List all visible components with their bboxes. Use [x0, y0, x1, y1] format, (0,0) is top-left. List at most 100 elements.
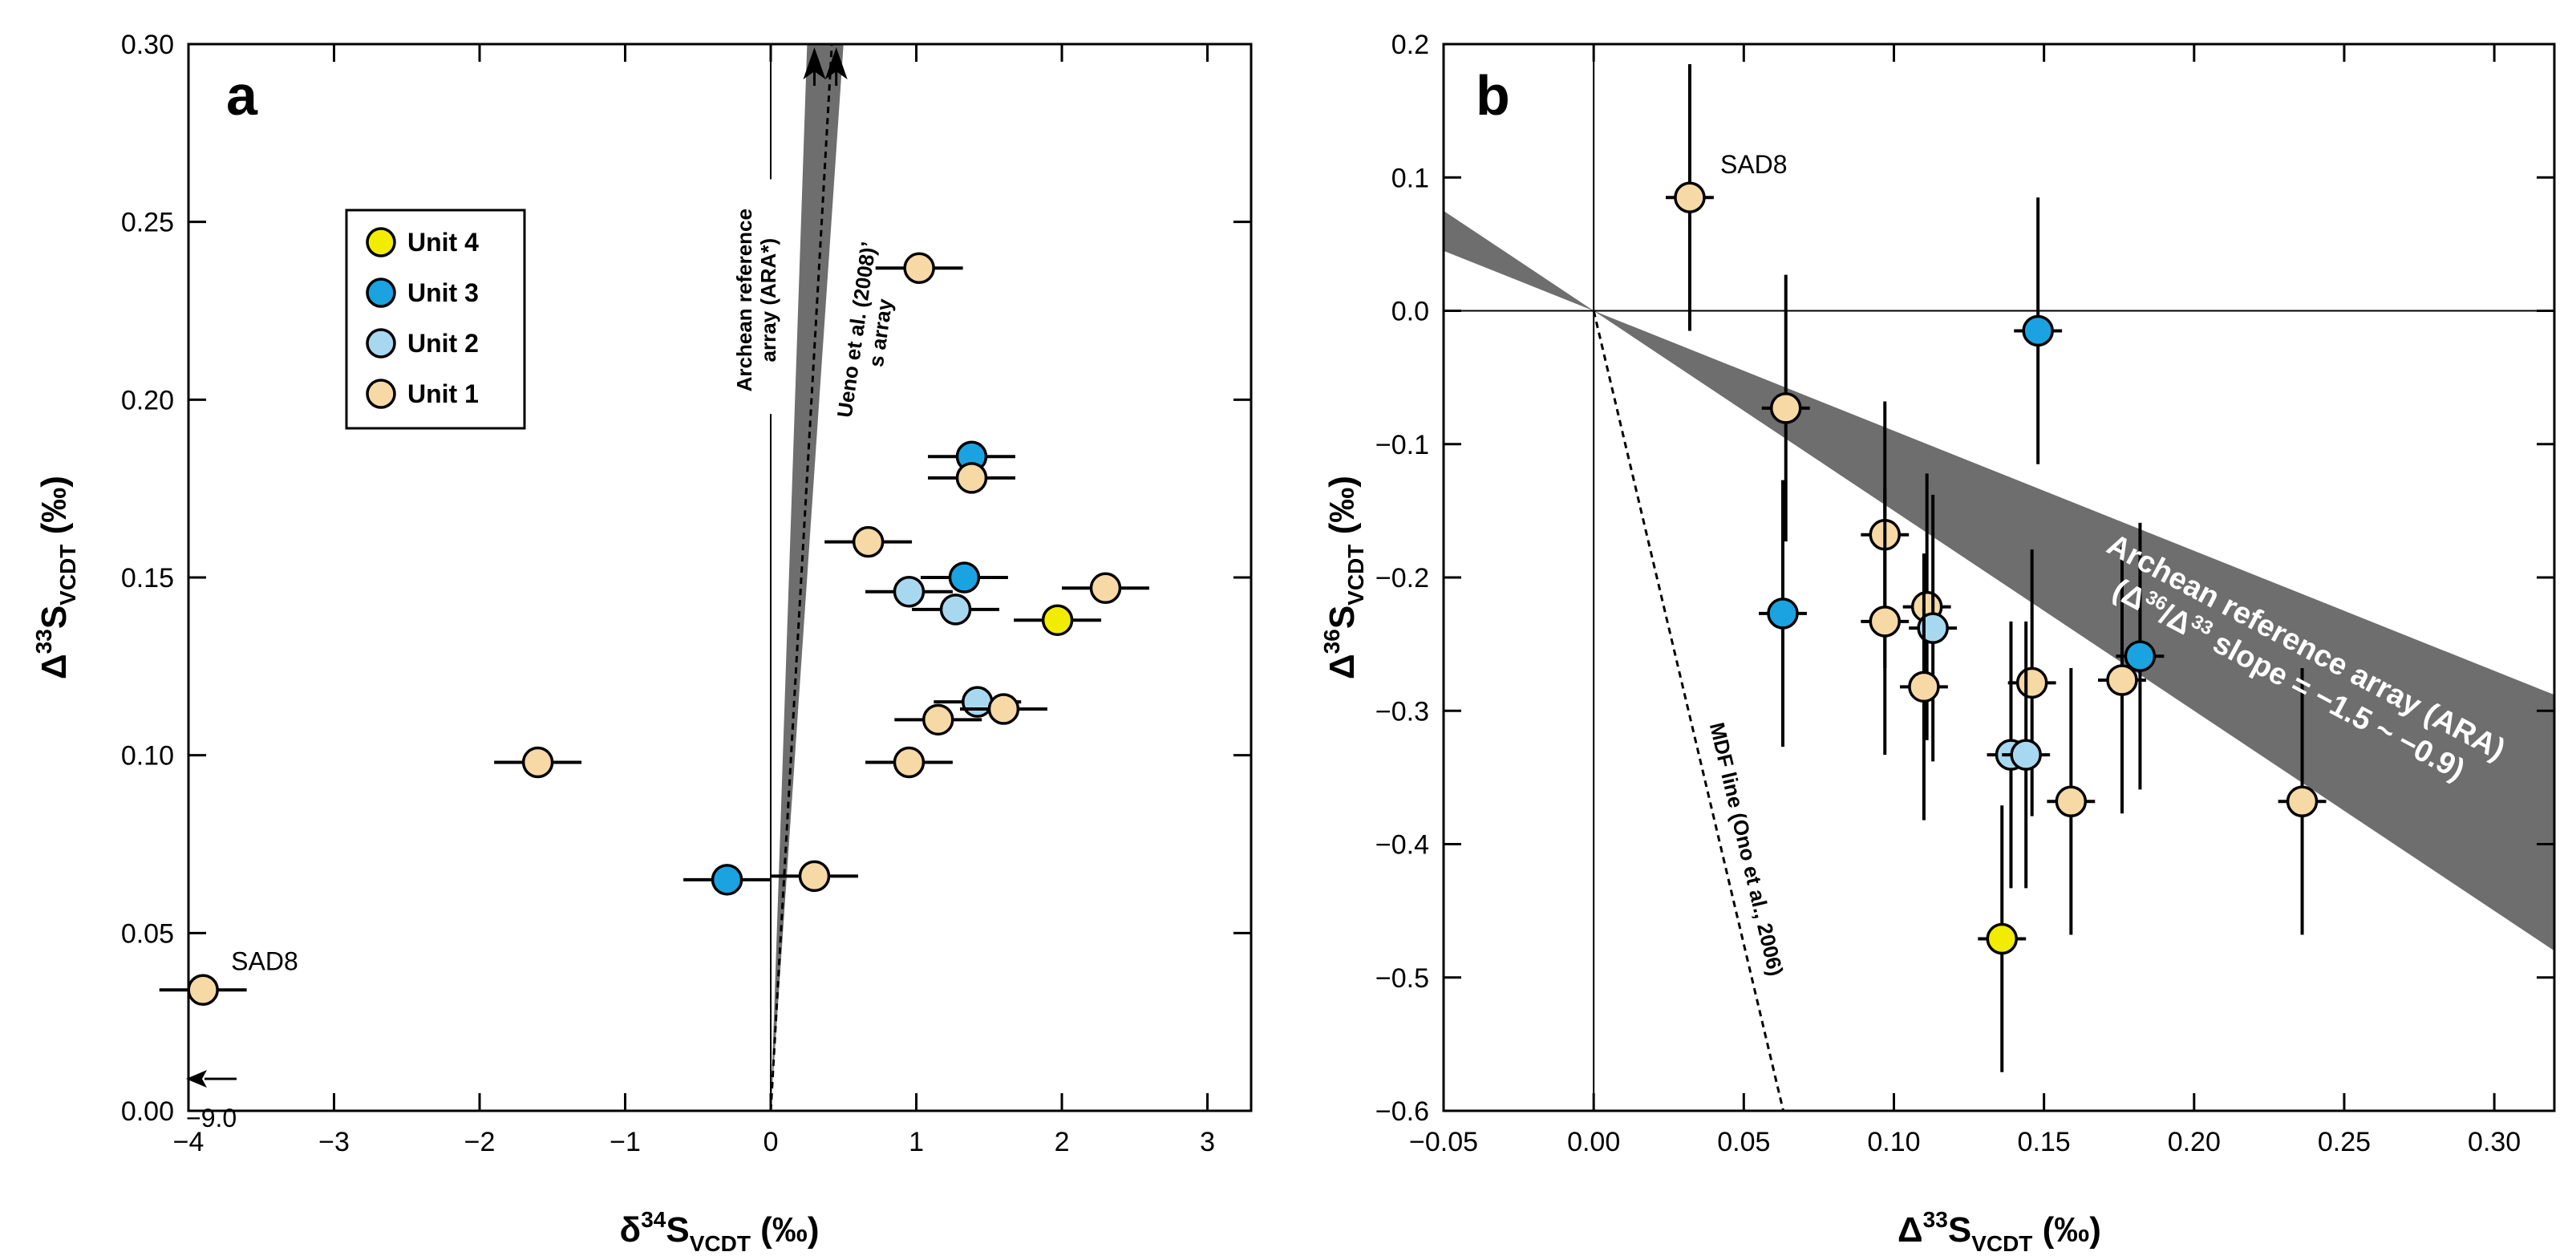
point-marker	[1674, 181, 1706, 213]
a-y-tick-label: 0.05	[121, 918, 174, 949]
ueno-array-line	[769, 44, 833, 1111]
panel-b-y-axis-title: Δ36SVCDT (‰)	[1319, 476, 1368, 679]
a-x-tick-label: −2	[464, 1127, 496, 1157]
point-marker	[2106, 664, 2138, 696]
a-x-tick-label: 3	[1200, 1127, 1215, 1157]
point-marker	[948, 561, 981, 594]
legend-item: Unit 1	[366, 379, 479, 409]
point-marker	[1769, 392, 1802, 424]
data-point	[920, 561, 1008, 594]
data-point	[1062, 572, 1149, 605]
panel-b-x-axis-title: Δ33SVCDT (‰)	[1898, 1207, 2101, 1256]
data-point	[159, 974, 247, 1007]
point-marker	[1089, 572, 1122, 605]
b-x-tick-label: 0.00	[1567, 1127, 1620, 1157]
a-x-tick-label: 0	[763, 1127, 779, 1157]
a-x-tick-label: −1	[610, 1127, 641, 1157]
panel-b-zero-lines	[1444, 44, 2554, 1111]
legend-swatch	[366, 328, 396, 359]
panel-a-letter: a	[226, 64, 258, 127]
point-marker	[893, 575, 925, 608]
ara-label-line2: array (ARA*)	[756, 238, 780, 363]
legend-label: Unit 1	[407, 379, 479, 408]
a-x-tick-label: −4	[173, 1127, 205, 1157]
data-point	[928, 462, 1015, 494]
panel-b-points	[1666, 63, 2327, 1072]
point-marker	[2010, 739, 2042, 771]
band-arrowhead	[824, 47, 848, 79]
point-marker	[1917, 612, 1949, 644]
point-marker	[711, 864, 743, 896]
data-point	[912, 594, 999, 626]
b-sad8-label: SAD8	[1720, 150, 1788, 179]
a-y-tick-label: 0.15	[121, 563, 174, 594]
band-arrowhead	[803, 47, 826, 79]
point-marker	[1986, 922, 2018, 955]
point-marker	[893, 746, 925, 779]
point-marker	[2055, 785, 2088, 818]
b-x-tick-label: 0.05	[1717, 1127, 1770, 1157]
b-y-tick-label: 0.0	[1391, 297, 1429, 327]
legend-item: Unit 3	[366, 278, 479, 308]
a-x-tick-label: 1	[909, 1127, 924, 1157]
point-marker	[2286, 785, 2319, 818]
legend-label: Unit 2	[407, 329, 479, 358]
panel-a-x-axis-title: δ34SVCDT (‰)	[620, 1207, 820, 1256]
data-point	[2098, 546, 2146, 814]
b-y-tick-label: −0.3	[1375, 696, 1429, 727]
a-sad8-label: SAD8	[231, 946, 298, 975]
a-x-tick-label: −3	[318, 1127, 350, 1157]
point-marker	[962, 686, 994, 718]
legend-swatch	[366, 379, 396, 409]
panel-a-plot-area	[769, 44, 844, 1111]
panel-b-letter: b	[1476, 64, 1510, 127]
legend-label: Unit 3	[407, 278, 479, 307]
b-y-tick-label: −0.2	[1375, 563, 1429, 594]
offscale-arrowhead	[186, 1070, 207, 1088]
data-point	[865, 575, 953, 608]
data-point	[2014, 197, 2063, 464]
b-x-tick-label: 0.15	[2018, 1127, 2071, 1157]
panel-a: −4 −3 −2 −1 0 1 2 3 0.00 0.05 0.10 0.15 0.20 0.25 0.30…	[31, 30, 1253, 1256]
a-y-tick-label: 0.00	[121, 1096, 174, 1127]
point-marker	[187, 974, 219, 1007]
point-marker	[955, 462, 988, 494]
data-point	[1978, 805, 2027, 1072]
point-marker	[939, 594, 972, 626]
data-point	[2002, 621, 2051, 889]
a-y-tick-label: 0.30	[121, 30, 174, 60]
data-point	[1666, 63, 1714, 331]
point-marker	[987, 693, 1020, 725]
panel-b-ticks: −0.05 0.00 0.05 0.10 0.15 0.20 0.25 0.30 −0.6 −0.…	[1375, 30, 2554, 1157]
b-x-tick-label: 0.10	[1867, 1127, 1920, 1157]
point-marker	[521, 746, 554, 779]
data-point	[894, 703, 982, 736]
data-point	[959, 693, 1047, 725]
ara-label-a: Archean reference array (ARA*)	[732, 209, 780, 391]
point-marker	[1767, 598, 1799, 630]
b-x-tick-label: 0.30	[2468, 1127, 2521, 1157]
b-y-tick-label: −0.4	[1375, 830, 1429, 861]
point-marker	[852, 525, 885, 558]
data-point	[2278, 668, 2327, 935]
data-point	[1861, 488, 1910, 756]
b-y-tick-label: −0.5	[1375, 963, 1429, 994]
point-marker	[922, 703, 954, 736]
point-marker	[2124, 640, 2157, 672]
data-point	[875, 252, 963, 285]
b-y-tick-label: 0.1	[1391, 163, 1429, 193]
b-x-tick-label: −0.05	[1409, 1127, 1478, 1157]
data-point	[683, 864, 772, 896]
a-y-tick-label: 0.20	[121, 385, 174, 415]
point-marker	[1869, 606, 1902, 638]
legend-swatch	[366, 278, 396, 308]
panel-a-ticks: −4 −3 −2 −1 0 1 2 3 0.00 0.05 0.10 0.15 0.20 0.25 0.30	[121, 30, 1251, 1157]
data-point	[1014, 604, 1102, 636]
data-point	[865, 746, 953, 779]
data-point	[824, 525, 913, 558]
a-offscale-value: −9.0	[186, 1104, 237, 1132]
point-marker	[903, 252, 935, 285]
point-marker	[798, 860, 831, 893]
mdf-line	[1592, 310, 1785, 1111]
